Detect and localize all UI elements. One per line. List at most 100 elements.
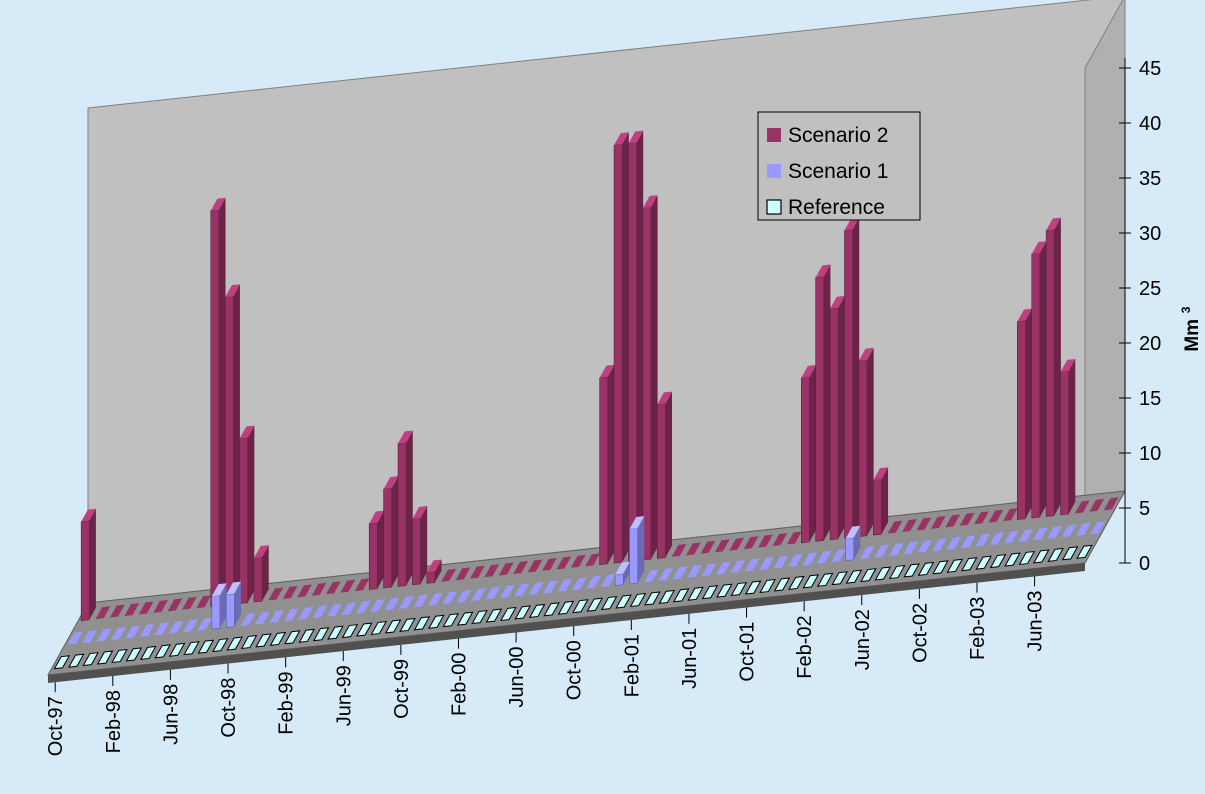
- floor-marker: [859, 546, 875, 560]
- bar-side: [377, 510, 384, 589]
- floor-marker: [730, 582, 748, 597]
- floor-marker: [341, 602, 357, 616]
- bar: [844, 229, 853, 539]
- floor-marker: [629, 592, 647, 608]
- floor-marker: [255, 633, 272, 648]
- floor-marker: [212, 638, 229, 653]
- floor-marker: [183, 641, 200, 656]
- floor-marker: [181, 596, 197, 610]
- bar-side: [1039, 241, 1047, 518]
- bar-side: [218, 197, 226, 606]
- floor-marker: [140, 645, 157, 660]
- floor-marker: [932, 538, 947, 552]
- bar-top: [599, 364, 615, 378]
- bar-top: [383, 476, 399, 489]
- floor-marker: [183, 619, 198, 633]
- bar-side: [866, 347, 874, 536]
- bar: [642, 206, 652, 561]
- bar: [656, 403, 666, 559]
- floor-marker: [67, 653, 85, 668]
- bar-top: [830, 295, 845, 309]
- floor-marker: [297, 584, 312, 598]
- floor-marker: [312, 605, 328, 619]
- bar-side: [247, 425, 255, 603]
- bar: [239, 437, 248, 604]
- floor-marker: [298, 606, 314, 620]
- bar-side: [234, 581, 241, 627]
- y-tick-label: 10: [1139, 443, 1161, 465]
- bar-top: [369, 510, 384, 524]
- floor-marker: [370, 620, 388, 636]
- bar-side: [219, 583, 227, 629]
- bar-top: [844, 217, 860, 231]
- bar: [426, 571, 436, 584]
- floor-marker: [1103, 497, 1119, 511]
- bar-top: [239, 425, 255, 439]
- bar: [1060, 370, 1069, 516]
- floor-marker: [399, 617, 416, 632]
- floor-marker: [341, 624, 359, 639]
- floor-marker: [960, 535, 976, 549]
- floor-marker: [470, 565, 485, 579]
- floor-marker: [743, 536, 759, 550]
- bar-top: [629, 516, 645, 529]
- floor-marker: [327, 625, 344, 640]
- bar-top: [81, 508, 96, 522]
- bar-side: [233, 284, 240, 605]
- floor-marker: [874, 566, 892, 581]
- floor-marker: [356, 622, 373, 637]
- floor-marker: [975, 533, 990, 547]
- floor-marker: [485, 608, 503, 623]
- floor-marker: [845, 569, 863, 584]
- floor-marker: [471, 588, 486, 602]
- floor-marker: [887, 520, 903, 534]
- bar-top: [412, 506, 428, 519]
- legend-label: Scenario 2: [788, 124, 888, 147]
- floor-marker: [586, 597, 604, 612]
- floor-marker: [327, 603, 342, 617]
- floor-marker: [557, 578, 573, 592]
- floor-marker: [456, 611, 474, 626]
- floor-marker: [570, 554, 586, 568]
- bar-top: [1046, 217, 1061, 231]
- floor-marker: [585, 553, 600, 567]
- floor-marker: [831, 549, 846, 563]
- floor-marker: [268, 587, 284, 601]
- floor-marker: [988, 509, 1004, 523]
- floor-marker: [311, 582, 327, 596]
- bar: [383, 487, 392, 589]
- floor-marker: [298, 628, 315, 643]
- floor-marker: [340, 579, 356, 593]
- floor-marker: [1061, 546, 1079, 561]
- floor-marker: [167, 598, 183, 612]
- y-axis-title: Mm: [1182, 319, 1203, 352]
- floor-marker: [1061, 524, 1077, 538]
- floor-marker: [53, 655, 71, 670]
- floor-marker: [125, 647, 143, 662]
- x-tick-label: Oct-97: [45, 696, 67, 756]
- bar-top: [1031, 241, 1047, 254]
- floor-marker: [930, 516, 946, 529]
- bar-top: [615, 561, 630, 575]
- bar: [614, 573, 624, 586]
- x-tick-label: Feb-01: [621, 634, 643, 697]
- bar: [397, 442, 407, 587]
- x-tick-label: Jun-98: [160, 684, 182, 745]
- floor-marker: [138, 601, 154, 615]
- floor-marker: [282, 586, 298, 599]
- floor-marker: [528, 582, 544, 595]
- x-tick-label: Jun-02: [852, 609, 874, 670]
- floor-marker: [658, 589, 676, 604]
- floor-marker: [672, 566, 688, 580]
- floor-marker: [802, 552, 818, 566]
- floor-marker: [154, 622, 169, 636]
- bar-side: [881, 467, 889, 535]
- floor-marker: [672, 588, 690, 603]
- floor-marker: [355, 600, 371, 614]
- floor-marker: [831, 571, 848, 586]
- floor-marker: [759, 557, 774, 570]
- floor-marker: [744, 558, 760, 572]
- floor-marker: [874, 544, 890, 558]
- floor-marker: [1018, 550, 1036, 566]
